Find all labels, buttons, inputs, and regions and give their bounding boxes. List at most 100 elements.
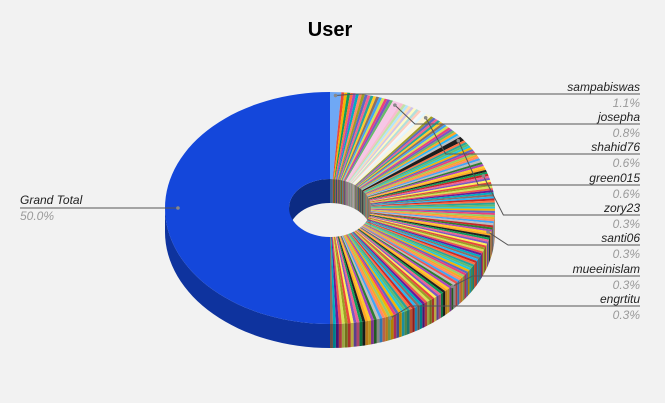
slice (346, 234, 400, 315)
slice (370, 212, 493, 230)
label-name: zory23 (603, 201, 640, 215)
slice (366, 154, 478, 196)
slice-side (486, 241, 488, 268)
slice (355, 117, 436, 186)
slice (356, 118, 438, 187)
slice (368, 169, 487, 199)
slice (368, 217, 487, 248)
slice (344, 234, 391, 317)
slice-side (396, 313, 400, 339)
slice-side (484, 247, 486, 274)
slice (356, 120, 441, 187)
slice (333, 92, 348, 180)
slice-inner-wall (345, 181, 348, 206)
slice (367, 162, 483, 198)
slice-side (492, 227, 493, 254)
slice (351, 232, 418, 308)
slice (350, 107, 414, 184)
label-mueeinislam: mueeinislam 0.3% (450, 262, 640, 292)
slice-side (460, 276, 463, 303)
slice (337, 236, 363, 323)
slice (362, 225, 463, 279)
slice-inner-wall (339, 179, 341, 204)
slice-side (332, 323, 336, 348)
slice-side (434, 296, 437, 322)
slice-side (478, 257, 480, 284)
slice-inner-wall (343, 180, 345, 205)
slice (356, 229, 439, 297)
slice-side (486, 243, 487, 270)
slice-side (480, 253, 482, 280)
slice-side (376, 318, 380, 344)
slice (370, 188, 494, 204)
slice-inner-wall (335, 179, 337, 204)
label-name: josepha (596, 110, 640, 124)
slice-side (481, 251, 483, 278)
slice (369, 214, 491, 236)
slice (352, 232, 423, 306)
slice (370, 204, 495, 208)
slice-inner-wall (356, 185, 357, 211)
slice-side (466, 271, 468, 298)
slice (341, 96, 380, 181)
slice-side (356, 322, 360, 347)
slice (368, 216, 487, 246)
slice (332, 236, 342, 324)
slice-side (338, 323, 342, 348)
slice-side (464, 273, 467, 300)
slice-side (365, 320, 369, 346)
slice (363, 142, 468, 192)
slice (338, 94, 368, 180)
label-percent: 0.3% (613, 247, 641, 261)
slice (343, 235, 386, 319)
slice (366, 220, 479, 261)
slice-engrtitu (345, 234, 394, 316)
slice (339, 95, 371, 180)
label-percent: 0.8% (613, 126, 641, 140)
slice-inner-wall (355, 185, 356, 210)
slice (344, 99, 391, 182)
label-grand-total: Grand Total 50.0% (20, 193, 180, 223)
slice-side (476, 259, 479, 285)
slice (342, 97, 382, 181)
slice-inner-wall (330, 179, 333, 204)
slice (363, 223, 468, 274)
slice (363, 140, 466, 192)
label-percent: 50.0% (20, 209, 54, 223)
label-sampabiswas: sampabiswas 1.1% (333, 80, 640, 110)
slice (335, 236, 354, 324)
slice-side-grand-total (165, 208, 330, 348)
slice-inner-wall (348, 182, 350, 207)
slice (359, 127, 451, 189)
labels-layer: sampabiswas1.1%josepha0.8%shahid760.6%gr… (20, 80, 640, 322)
slice-inner-wall (353, 184, 356, 210)
slice (369, 177, 491, 201)
leader-dot (393, 103, 397, 107)
slice-side (487, 239, 489, 266)
slice (334, 92, 351, 180)
slice-side (409, 308, 413, 334)
label-engrtitu: engrtitu 0.3% (388, 292, 640, 322)
slice-side (385, 316, 388, 342)
slice (330, 236, 333, 324)
slice (336, 93, 360, 180)
slice-side (393, 314, 397, 340)
label-shahid76: shahid76 0.6% (423, 115, 641, 170)
slice (367, 160, 482, 197)
slice (357, 123, 445, 188)
slice-inner-wall (358, 187, 360, 212)
slice (370, 186, 493, 204)
slice (358, 228, 446, 293)
slice (365, 150, 476, 195)
leader-line (335, 93, 640, 97)
slice (367, 164, 484, 198)
slice-sampabiswas (330, 92, 342, 180)
slice-inner-wall (342, 180, 343, 205)
slice-side (347, 323, 351, 348)
slice-side (371, 319, 374, 345)
slice-side (417, 305, 420, 331)
slice (367, 218, 483, 254)
label-percent: 0.6% (613, 156, 641, 170)
slice (339, 236, 372, 321)
